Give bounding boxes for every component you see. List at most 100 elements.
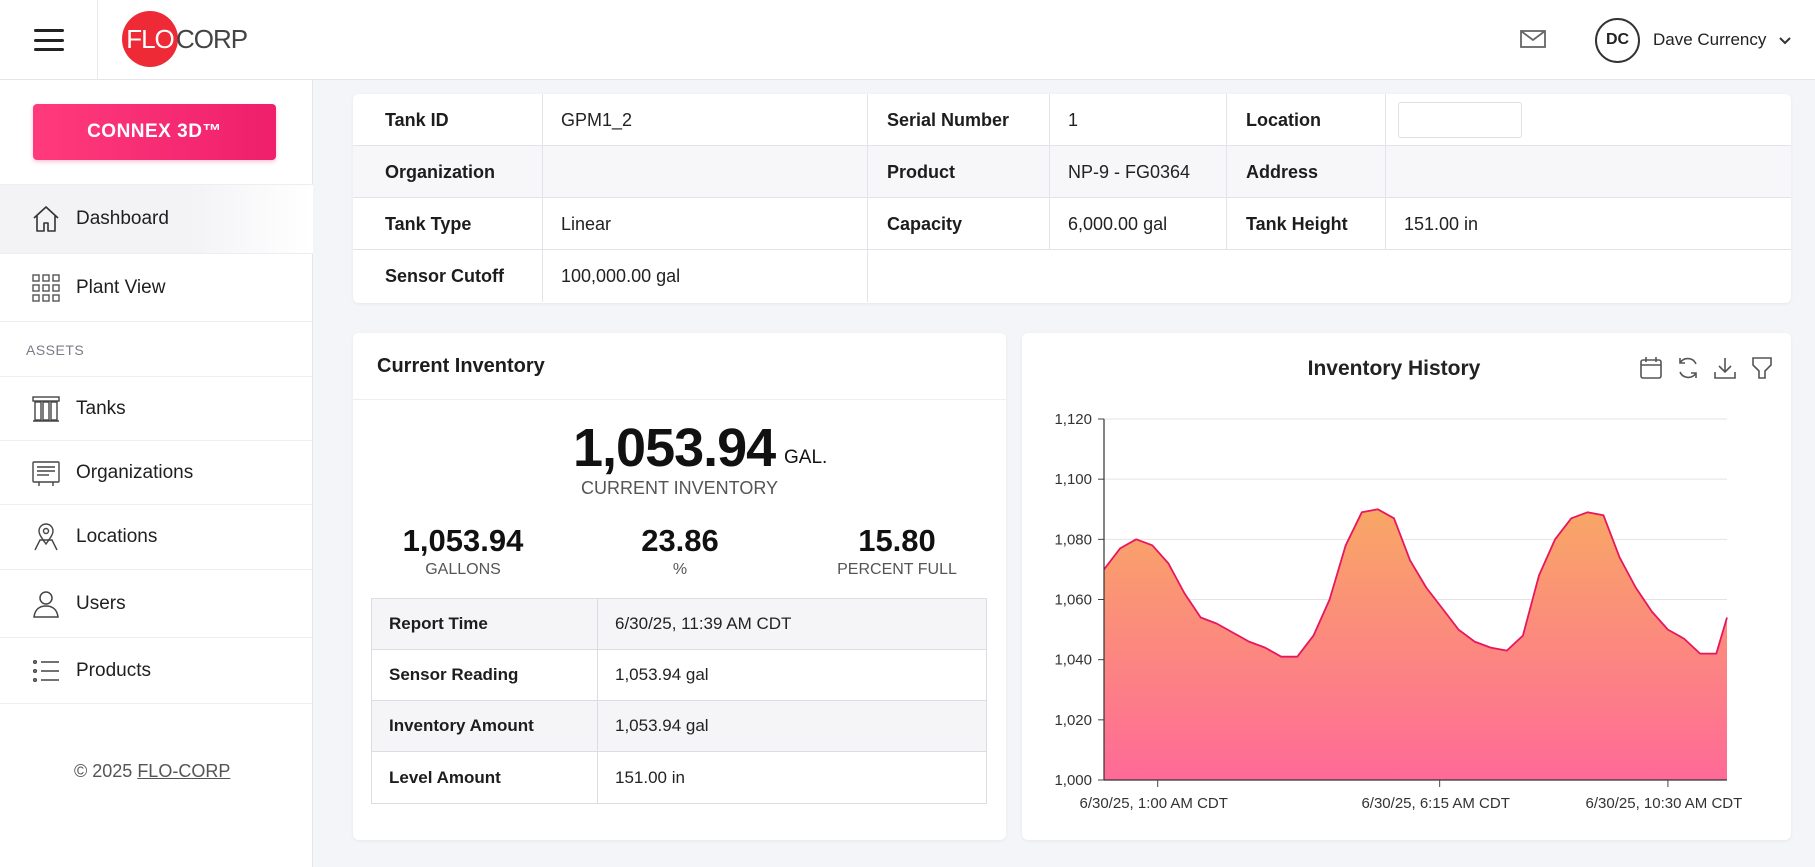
x-tick-label: 6/30/25, 1:00 AM CDT (1079, 795, 1227, 812)
info-value: 151.00 in (1404, 213, 1479, 234)
grid-icon (32, 273, 60, 302)
info-value-cell (1386, 94, 1791, 146)
table-row: Sensor Reading 1,053.94 gal (372, 650, 986, 701)
y-tick-label: 1,080 (1054, 531, 1092, 548)
calendar-icon[interactable] (1638, 355, 1664, 381)
stat-label: GALLONS (425, 561, 501, 578)
hamburger-menu-button[interactable] (0, 0, 98, 80)
info-key: Tank Type (353, 198, 543, 250)
detail-key: Inventory Amount (372, 701, 598, 751)
chevron-down-icon (1779, 37, 1792, 45)
series-line (1103, 508, 1728, 658)
refresh-icon[interactable] (1675, 355, 1701, 381)
x-tick-label: 6/30/25, 10:30 AM CDT (1586, 795, 1743, 812)
detail-value: 6/30/25, 11:39 AM CDT (615, 614, 792, 633)
assets-section-label: ASSETS (26, 342, 85, 358)
map-pin-icon (34, 523, 58, 551)
detail-value: 1,053.94 gal (615, 716, 709, 735)
inventory-details-table: Report Time 6/30/25, 11:39 AM CDT Sensor… (371, 598, 987, 804)
flo-corp-link[interactable]: FLO-CORP (137, 761, 231, 781)
detail-value: 151.00 in (615, 767, 685, 787)
table-row: Sensor Cutoff 100,000.00 gal (353, 250, 1791, 303)
current-inventory-unit: GAL. (784, 447, 828, 468)
stat-percent-full: 15.80 PERCENT FULL (787, 523, 1007, 579)
stat-label: PERCENT FULL (837, 561, 957, 578)
mail-icon[interactable] (1520, 28, 1546, 50)
info-key: Product (868, 146, 1050, 198)
list-icon (32, 659, 59, 682)
top-bar: FLO CORP DC Dave Currency (0, 0, 1815, 80)
filter-icon[interactable] (1749, 355, 1775, 381)
sidebar-item-label: Tanks (76, 397, 126, 419)
card-title: Current Inventory (377, 355, 545, 377)
y-tick-label: 1,020 (1054, 712, 1092, 729)
avatar: DC (1595, 17, 1640, 63)
stat-percent: 23.86 % (570, 523, 790, 579)
sidebar-item-plant-view[interactable]: Plant View (0, 253, 313, 321)
table-row: Tank Type Linear Capacity 6,000.00 gal T… (353, 198, 1791, 250)
sidebar-item-dashboard[interactable]: Dashboard (0, 184, 313, 253)
sidebar-item-tanks[interactable]: Tanks (0, 376, 313, 440)
info-value: 100,000.00 gal (543, 250, 868, 302)
sidebar-item-label: Organizations (76, 461, 194, 483)
user-icon (33, 590, 59, 618)
current-inventory-label: CURRENT INVENTORY (580, 478, 779, 498)
info-key: Tank Height (1227, 198, 1386, 250)
sidebar: CONNEX 3D™ Dashboard Plant View ASSETS T… (0, 80, 313, 867)
detail-key: Sensor Reading (372, 650, 598, 700)
sidebar-item-organizations[interactable]: Organizations (0, 440, 313, 504)
current-inventory-card: Current Inventory 1,053.94 GAL. CURRENT … (353, 333, 1006, 840)
y-tick-label: 1,000 (1054, 772, 1092, 789)
sidebar-item-users[interactable]: Users (0, 569, 313, 637)
table-row: Organization Product NP-9 - FG0364 Addre… (353, 146, 1791, 198)
divider (353, 399, 1006, 400)
stat-value: 23.86 (641, 523, 719, 558)
table-row: Inventory Amount 1,053.94 gal (372, 701, 986, 752)
sidebar-item-products[interactable]: Products (0, 637, 313, 704)
stat-label: % (672, 561, 688, 578)
x-tick-label: 6/30/25, 6:15 AM CDT (1361, 795, 1509, 812)
inventory-history-card: Inventory History 1,000 1,020 1,040 1,060 1,… (1022, 333, 1791, 840)
info-key: Organization (353, 146, 543, 198)
user-name: Dave Currency (1653, 30, 1767, 49)
logo-circle: FLO (122, 11, 178, 67)
sidebar-item-label: Dashboard (76, 208, 169, 229)
hamburger-icon (33, 29, 64, 51)
detail-value: 1,053.94 gal (615, 665, 709, 684)
info-value: 1 (1050, 94, 1227, 146)
info-key: Sensor Cutoff (353, 250, 543, 302)
info-value: 6,000.00 gal (1050, 198, 1227, 250)
y-tick-label: 1,040 (1054, 652, 1092, 669)
stat-value: 15.80 (858, 523, 936, 558)
home-icon (33, 206, 59, 232)
info-key: Location (1227, 94, 1386, 146)
tank-info-table: Tank ID GPM1_2 Serial Number 1 Location … (353, 94, 1791, 303)
download-icon[interactable] (1712, 355, 1738, 381)
organizations-icon (32, 460, 60, 486)
tanks-icon (32, 395, 60, 422)
info-value: Linear (543, 198, 868, 250)
y-tick-label: 1,060 (1054, 592, 1092, 609)
copyright: © 2025 FLO-CORP (74, 761, 230, 782)
sidebar-item-label: Plant View (76, 276, 166, 298)
info-value: NP-9 - FG0364 (1050, 146, 1227, 198)
sidebar-item-label: Users (76, 592, 126, 614)
sidebar-item-label: Locations (76, 526, 158, 547)
user-menu[interactable]: DC Dave Currency (1595, 17, 1792, 63)
logo-text: CORP (176, 23, 248, 54)
table-row: Report Time 6/30/25, 11:39 AM CDT (372, 599, 986, 650)
sidebar-item-label: Products (76, 659, 151, 681)
copyright-text: © 2025 (74, 761, 138, 781)
divider (0, 321, 313, 322)
table-row: Tank ID GPM1_2 Serial Number 1 Location (353, 94, 1791, 146)
connex-3d-button[interactable]: CONNEX 3D™ (33, 104, 276, 160)
y-tick-label: 1,120 (1054, 411, 1092, 428)
info-key: Tank ID (353, 94, 543, 146)
inventory-history-chart[interactable]: 1,000 1,020 1,040 1,060 1,080 1,100 1,120 6/30/… (1022, 333, 1791, 840)
flo-corp-logo[interactable]: FLO CORP (122, 11, 248, 67)
table-row: Level Amount 151.00 in (372, 752, 986, 803)
sidebar-item-locations[interactable]: Locations (0, 504, 313, 569)
location-input[interactable] (1398, 102, 1522, 138)
y-tick-label: 1,100 (1054, 471, 1092, 488)
stat-gallons: 1,053.94 GALLONS (353, 523, 573, 579)
